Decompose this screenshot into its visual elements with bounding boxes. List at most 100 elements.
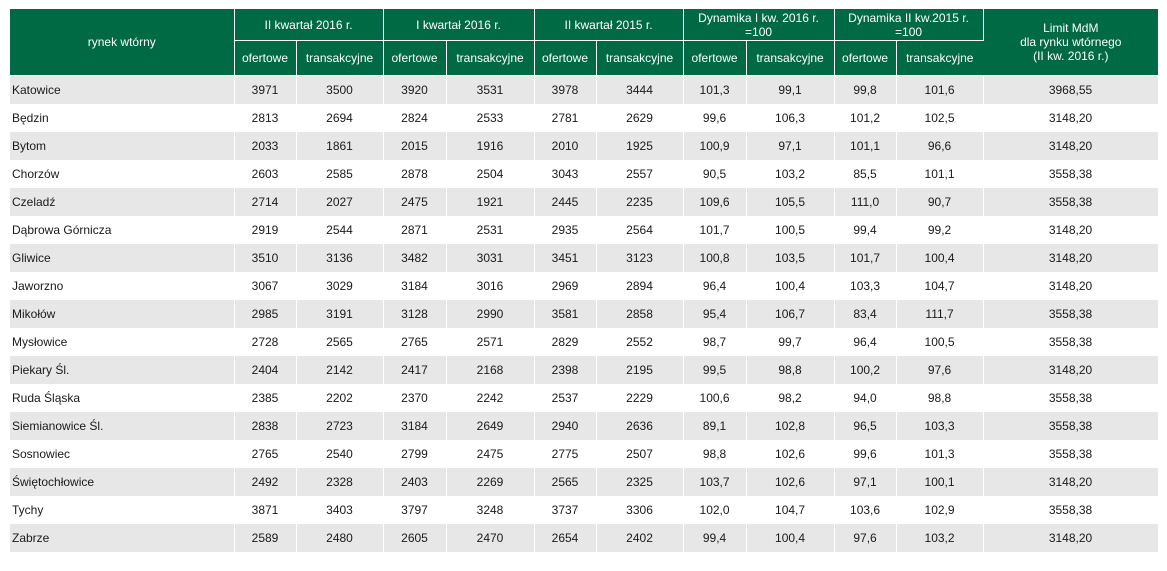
value-cell: 103,5 <box>746 244 835 272</box>
value-cell: 101,2 <box>834 104 897 132</box>
subheader-ofertowe: ofertowe <box>234 40 297 76</box>
subheader-ofertowe: ofertowe <box>383 40 447 76</box>
value-cell: 2629 <box>596 104 684 132</box>
value-cell: 103,6 <box>834 496 897 524</box>
group-header: I kwartał 2016 r. <box>383 9 535 41</box>
value-cell: 3558,38 <box>983 300 1159 328</box>
value-cell: 100,4 <box>896 244 984 272</box>
value-cell: 2564 <box>596 216 684 244</box>
table-row: Piekary Śl. 2404 2142 2417 2168 2398 2195 99,5 9… <box>10 356 1159 384</box>
value-cell: 99,1 <box>746 75 835 104</box>
value-cell: 90,5 <box>683 160 747 188</box>
value-cell: 105,5 <box>746 188 835 216</box>
value-cell: 2404 <box>234 356 297 384</box>
value-cell: 102,6 <box>746 440 835 468</box>
city-cell: Dąbrowa Górnicza <box>10 216 235 244</box>
value-cell: 2470 <box>446 524 535 552</box>
table-header: rynek wtórny II kwartał 2016 r. I kwarta… <box>10 9 1159 76</box>
value-cell: 2229 <box>596 384 684 412</box>
limit-header-line: dla rynku wtórnego <box>1020 35 1122 49</box>
city-cell: Ruda Śląska <box>10 384 235 412</box>
value-cell: 101,6 <box>896 75 984 104</box>
value-cell: 2142 <box>296 356 384 384</box>
value-cell: 2533 <box>446 104 535 132</box>
value-cell: 2813 <box>234 104 297 132</box>
value-cell: 3043 <box>534 160 597 188</box>
city-cell: Czeladź <box>10 188 235 216</box>
value-cell: 2799 <box>383 440 447 468</box>
subheader-ofertowe: ofertowe <box>834 40 897 76</box>
value-cell: 100,5 <box>896 328 984 356</box>
value-cell: 3451 <box>534 244 597 272</box>
value-cell: 101,3 <box>896 440 984 468</box>
value-cell: 102,5 <box>896 104 984 132</box>
value-cell: 100,1 <box>896 468 984 496</box>
value-cell: 2765 <box>383 328 447 356</box>
value-cell: 2694 <box>296 104 384 132</box>
table-row: Siemianowice Śl. 2838 2723 3184 2649 2940 2636… <box>10 412 1159 440</box>
value-cell: 3968,55 <box>983 75 1159 104</box>
value-cell: 3558,38 <box>983 412 1159 440</box>
value-cell: 2585 <box>296 160 384 188</box>
value-cell: 3403 <box>296 496 384 524</box>
value-cell: 3306 <box>596 496 684 524</box>
value-cell: 2552 <box>596 328 684 356</box>
value-cell: 2507 <box>596 440 684 468</box>
value-cell: 2195 <box>596 356 684 384</box>
value-cell: 2328 <box>296 468 384 496</box>
value-cell: 2504 <box>446 160 535 188</box>
value-cell: 2858 <box>596 300 684 328</box>
limit-header-line: Limit MdM <box>1043 21 1099 35</box>
value-cell: 102,6 <box>746 468 835 496</box>
value-cell: 96,4 <box>683 272 747 300</box>
value-cell: 100,6 <box>683 384 747 412</box>
value-cell: 2269 <box>446 468 535 496</box>
value-cell: 3978 <box>534 75 597 104</box>
city-cell: Siemianowice Śl. <box>10 412 235 440</box>
value-cell: 3558,38 <box>983 160 1159 188</box>
value-cell: 95,4 <box>683 300 747 328</box>
value-cell: 96,4 <box>834 328 897 356</box>
group-header: Dynamika II kw.2015 r. =100 <box>834 9 984 41</box>
value-cell: 2990 <box>446 300 535 328</box>
table-row: Bytom 2033 1861 2015 1916 2010 1925 100,9 97,1 10… <box>10 132 1159 160</box>
city-cell: Będzin <box>10 104 235 132</box>
value-cell: 2985 <box>234 300 297 328</box>
value-cell: 2775 <box>534 440 597 468</box>
table-row: Będzin 2813 2694 2824 2533 2781 2629 99,6 106,3 1… <box>10 104 1159 132</box>
value-cell: 104,7 <box>746 496 835 524</box>
value-cell: 2589 <box>234 524 297 552</box>
value-cell: 3148,20 <box>983 272 1159 300</box>
value-cell: 102,0 <box>683 496 747 524</box>
city-cell: Tychy <box>10 496 235 524</box>
value-cell: 2540 <box>296 440 384 468</box>
value-cell: 2480 <box>296 524 384 552</box>
value-cell: 103,7 <box>683 468 747 496</box>
value-cell: 3500 <box>296 75 384 104</box>
value-cell: 3148,20 <box>983 524 1159 552</box>
value-cell: 100,5 <box>746 216 835 244</box>
value-cell: 3510 <box>234 244 297 272</box>
value-cell: 3871 <box>234 496 297 524</box>
city-cell: Bytom <box>10 132 235 160</box>
value-cell: 2325 <box>596 468 684 496</box>
subheader-transakcyjne: transakcyjne <box>746 40 835 76</box>
city-cell: Jaworzno <box>10 272 235 300</box>
table-row: Jaworzno 3067 3029 3184 3016 2969 2894 96,4 100,… <box>10 272 1159 300</box>
group-header: Dynamika I kw. 2016 r. =100 <box>683 9 835 41</box>
table-row: Mikołów 2985 3191 3128 2990 3581 2858 95,4 106,7… <box>10 300 1159 328</box>
table-row: Zabrze 2589 2480 2605 2470 2654 2402 99,4 100,4 9… <box>10 524 1159 552</box>
value-cell: 102,9 <box>896 496 984 524</box>
value-cell: 2649 <box>446 412 535 440</box>
subheader-transakcyjne: transakcyjne <box>896 40 984 76</box>
table-row: Sosnowiec 2765 2540 2799 2475 2775 2507 98,8 102… <box>10 440 1159 468</box>
value-cell: 1925 <box>596 132 684 160</box>
value-cell: 2370 <box>383 384 447 412</box>
city-cell: Piekary Śl. <box>10 356 235 384</box>
value-cell: 104,7 <box>896 272 984 300</box>
value-cell: 2475 <box>383 188 447 216</box>
value-cell: 2838 <box>234 412 297 440</box>
value-cell: 3128 <box>383 300 447 328</box>
value-cell: 2654 <box>534 524 597 552</box>
value-cell: 2403 <box>383 468 447 496</box>
